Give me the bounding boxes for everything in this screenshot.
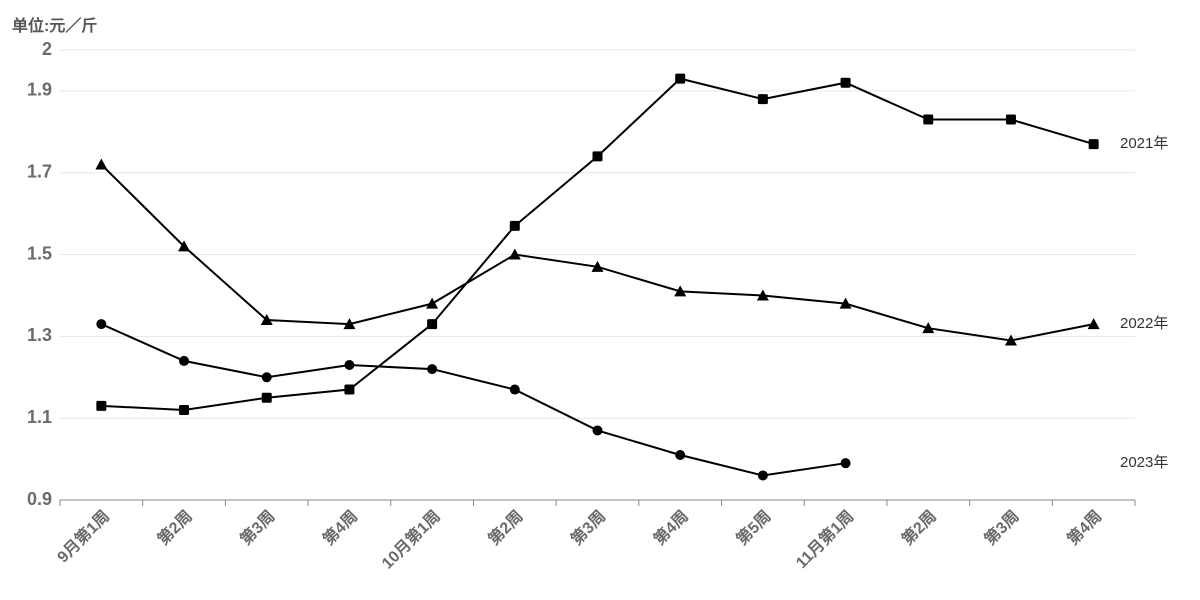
x-tick-label: 第4周 bbox=[650, 506, 692, 548]
x-tick-label: 第3周 bbox=[567, 506, 609, 548]
marker bbox=[840, 458, 851, 469]
x-tick-label: 11月第1周 bbox=[792, 506, 858, 572]
x-tick-label: 第5周 bbox=[732, 506, 774, 548]
marker bbox=[95, 158, 108, 170]
series-label: 2021年 bbox=[1120, 135, 1168, 152]
marker bbox=[839, 297, 852, 309]
marker bbox=[592, 425, 603, 436]
marker bbox=[344, 384, 355, 395]
marker bbox=[757, 94, 768, 105]
marker bbox=[674, 285, 687, 297]
marker bbox=[1004, 334, 1017, 346]
x-tick-label: 第2周 bbox=[898, 506, 940, 548]
marker bbox=[675, 73, 686, 84]
marker bbox=[344, 360, 355, 370]
marker bbox=[508, 248, 521, 260]
marker bbox=[840, 77, 851, 88]
marker bbox=[1087, 318, 1100, 330]
marker bbox=[96, 319, 107, 330]
marker bbox=[179, 405, 190, 415]
y-tick-label: 1.3 bbox=[27, 325, 52, 345]
marker bbox=[261, 372, 272, 383]
marker bbox=[757, 470, 768, 481]
marker bbox=[922, 322, 935, 334]
x-tick-label: 第4周 bbox=[319, 506, 361, 548]
marker bbox=[427, 364, 438, 375]
y-tick-label: 1.7 bbox=[27, 161, 52, 181]
y-tick-label: 1.9 bbox=[27, 80, 52, 100]
unit-label: 单位:元／斤 bbox=[12, 16, 97, 35]
marker bbox=[923, 114, 934, 125]
marker bbox=[96, 400, 107, 411]
y-tick-label: 1.5 bbox=[27, 243, 52, 263]
marker bbox=[427, 319, 438, 330]
marker bbox=[1088, 139, 1099, 150]
marker bbox=[1005, 114, 1016, 125]
marker bbox=[509, 384, 520, 395]
marker bbox=[591, 260, 604, 272]
x-tick-label: 第2周 bbox=[484, 506, 526, 548]
marker bbox=[509, 220, 520, 231]
series-label: 2023年 bbox=[1120, 454, 1168, 471]
series-label: 2022年 bbox=[1120, 315, 1168, 332]
marker bbox=[592, 151, 603, 162]
x-tick-label: 第4周 bbox=[1063, 506, 1105, 548]
series-line bbox=[100, 323, 846, 477]
x-tick-label: 9月第1周 bbox=[53, 506, 113, 566]
x-tick-label: 第3周 bbox=[236, 506, 278, 548]
marker bbox=[178, 240, 191, 252]
marker bbox=[179, 355, 190, 366]
x-tick-label: 第2周 bbox=[153, 506, 195, 548]
marker bbox=[675, 450, 686, 460]
y-tick-label: 2 bbox=[42, 39, 52, 59]
marker bbox=[426, 297, 439, 309]
marker bbox=[261, 392, 272, 403]
series-line bbox=[100, 163, 1094, 342]
marker bbox=[260, 314, 273, 325]
series-line bbox=[101, 77, 1094, 412]
x-tick-label: 10月第1周 bbox=[378, 506, 444, 572]
marker bbox=[756, 289, 769, 301]
marker bbox=[343, 318, 356, 330]
x-tick-label: 第3周 bbox=[980, 506, 1022, 548]
y-tick-label: 1.1 bbox=[27, 407, 52, 427]
y-tick-label: 0.9 bbox=[27, 489, 52, 509]
